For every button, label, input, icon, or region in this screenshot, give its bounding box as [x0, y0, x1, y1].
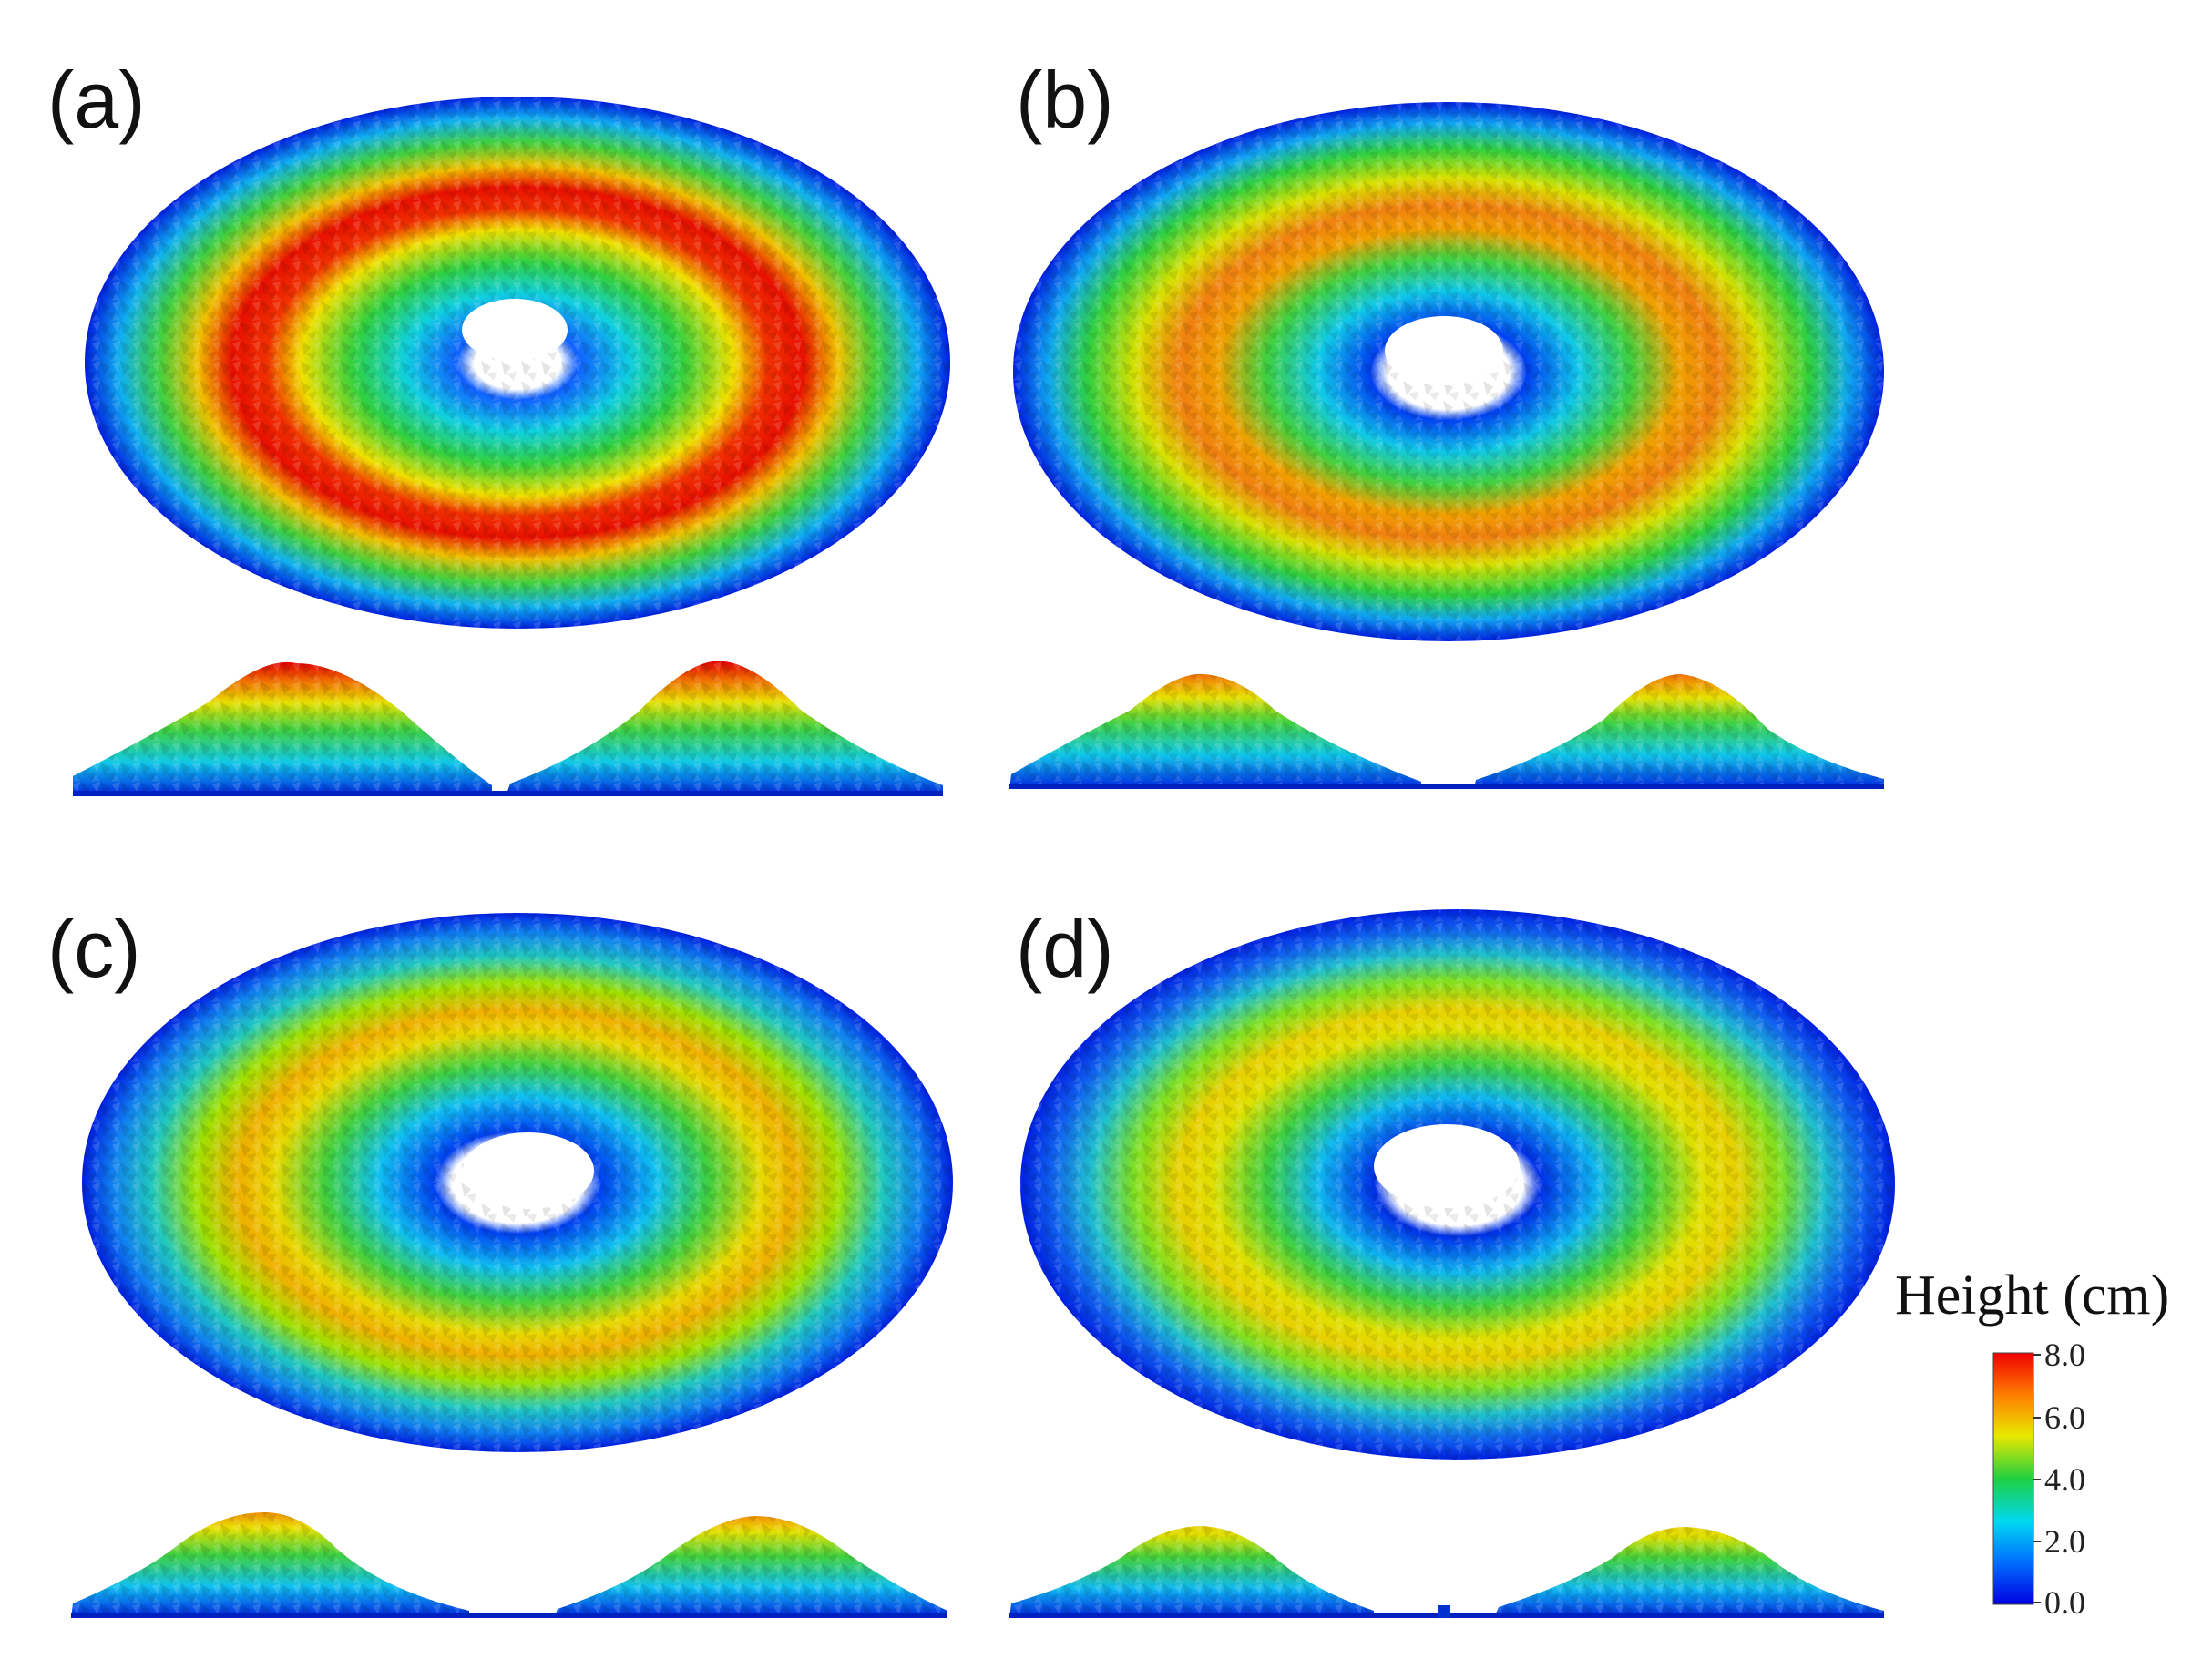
- colorbar-tick-label: 6.0: [2044, 1399, 2085, 1436]
- panel-c: (c): [47, 904, 953, 1618]
- heap-side-view-d: [1009, 1526, 1884, 1618]
- colorbar-ticks: 8.0 6.0 4.0 2.0 0.0: [2033, 1337, 2085, 1621]
- panel-d: (d): [1009, 904, 1895, 1618]
- colorbar: Height (cm) 8.0 6.0 4.0 2.0 0.0: [1895, 1265, 2169, 1621]
- colorbar-tick-label: 4.0: [2044, 1461, 2085, 1498]
- panel-label-b: (b): [1016, 55, 1114, 145]
- heap-top-view-b: [1013, 102, 1884, 641]
- colorbar-title: Height (cm): [1895, 1265, 2169, 1327]
- colorbar-scale: [1992, 1352, 2034, 1605]
- panel-label-d: (d): [1016, 904, 1114, 994]
- heap-top-view-a: [85, 97, 950, 629]
- panel-b: (b): [1009, 55, 1884, 789]
- panel-a: (a): [47, 55, 950, 796]
- panel-label-a: (a): [47, 55, 146, 145]
- heap-top-view-d: [1020, 909, 1895, 1460]
- colorbar-tick-label: 0.0: [2044, 1584, 2085, 1621]
- crater-hole-b: [1385, 316, 1503, 385]
- colorbar-tick-label: 8.0: [2044, 1337, 2085, 1373]
- colorbar-tick-label: 2.0: [2044, 1523, 2085, 1560]
- panel-label-c: (c): [47, 904, 141, 994]
- heap-side-view-b: [1009, 673, 1884, 789]
- crater-hole-d: [1374, 1124, 1520, 1208]
- heap-side-view-c: [71, 1512, 947, 1618]
- heap-side-view-a: [73, 661, 943, 796]
- heap-top-view-c: [82, 913, 953, 1452]
- crater-hole-c: [463, 1132, 594, 1209]
- crater-hole-a: [462, 299, 568, 361]
